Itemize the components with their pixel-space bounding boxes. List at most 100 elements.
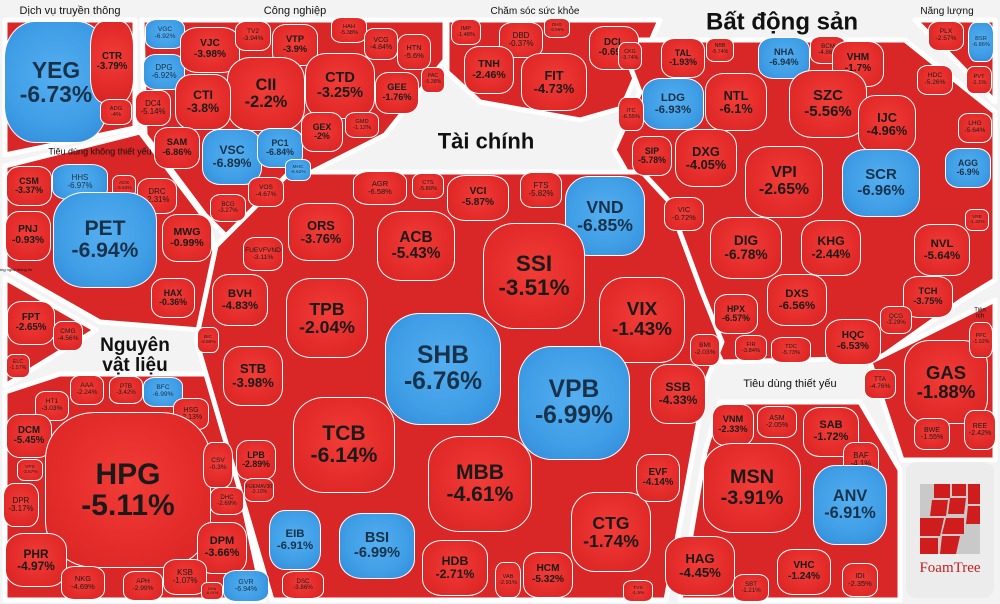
stock-cell-gvr[interactable]: GVR -6.94% xyxy=(223,570,269,602)
stock-cell-hpg[interactable]: HPG -5.11% xyxy=(45,412,211,568)
stock-cell-ckg[interactable]: CKG -3.74% xyxy=(618,42,642,70)
stock-cell-agg[interactable]: AGG -6.9% xyxy=(945,148,991,188)
stock-cell-dc4[interactable]: DC4 -5.14% xyxy=(135,90,171,126)
stock-cell-dhg[interactable]: DHG -0.59% xyxy=(544,18,570,38)
stock-cell-ptb[interactable]: PTB -3.42% xyxy=(109,376,143,404)
stock-cell-asm[interactable]: ASM -2.05% xyxy=(757,406,797,438)
stock-cell-hag[interactable]: HAG -4.45% xyxy=(665,536,735,596)
stock-cell-acb[interactable]: ACB -5.43% xyxy=(377,211,455,281)
stock-cell-dpr[interactable]: DPR -3.17% xyxy=(3,483,39,527)
stock-cell-tal[interactable]: TAL -1.93% xyxy=(661,38,705,78)
stock-cell-bmi[interactable]: BMI -2.03% xyxy=(690,334,720,366)
stock-cell-vnd[interactable]: VND -6.85% xyxy=(565,176,645,256)
stock-cell-pet[interactable]: PET -6.94% xyxy=(53,192,157,288)
stock-cell-hcm[interactable]: HCM -5.32% xyxy=(523,552,573,598)
stock-cell-cti[interactable]: CTI -3.8% xyxy=(175,74,231,130)
stock-cell-ijc[interactable]: IJC -4.96% xyxy=(858,95,916,153)
stock-cell-stb[interactable]: STB -3.98% xyxy=(223,346,283,406)
stock-cell-fit[interactable]: FIT -4.73% xyxy=(521,53,587,111)
stock-cell-msn[interactable]: MSN -3.91% xyxy=(703,443,801,533)
stock-cell-hdc[interactable]: HDC -5.26% xyxy=(917,65,953,95)
stock-cell-khg[interactable]: KHG -2.44% xyxy=(801,220,861,276)
stock-cell-ksb[interactable]: KSB -1.07% xyxy=(163,559,207,595)
stock-cell-ctd[interactable]: CTD -3.25% xyxy=(305,53,375,119)
stock-cell-tcb[interactable]: TCB -6.14% xyxy=(293,397,395,493)
stock-cell-plx[interactable]: PLX -2.57% xyxy=(928,21,964,51)
stock-cell-fuemav30[interactable]: FUEMAV30 -3.10% xyxy=(244,478,274,502)
stock-cell-tdc[interactable]: TDC -5.73% xyxy=(771,337,811,363)
stock-cell-vre[interactable]: VRE -1.32% xyxy=(965,209,989,231)
stock-cell-bvh[interactable]: BVH -4.83% xyxy=(212,274,268,326)
stock-cell-dxs[interactable]: DXS -6.56% xyxy=(767,274,827,326)
stock-cell-hdb[interactable]: HDB -2.71% xyxy=(422,540,488,596)
stock-cell-cts[interactable]: CTS -5.89% xyxy=(412,173,444,199)
stock-cell-vcg[interactable]: VCG -4.84% xyxy=(364,28,398,60)
stock-cell-bsi[interactable]: BSI -6.99% xyxy=(339,513,415,579)
stock-cell-vsc[interactable]: VSC -6.89% xyxy=(202,129,262,185)
stock-cell-tnh[interactable]: TNH -2.46% xyxy=(464,46,514,94)
stock-cell-vpb[interactable]: VPB -6.99% xyxy=(518,346,630,460)
stock-cell-ors[interactable]: ORS -3.76% xyxy=(288,203,354,261)
stock-cell-shb[interactable]: SHB -6.76% xyxy=(385,313,501,425)
stock-cell-mwg[interactable]: MWG -0.99% xyxy=(162,214,212,262)
stock-cell-ppc[interactable]: PPC -1.92% xyxy=(969,322,993,358)
stock-cell-agr[interactable]: AGR -6.58% xyxy=(353,171,407,205)
stock-cell-dxg[interactable]: DXG -4.05% xyxy=(675,129,737,187)
stock-cell-htn[interactable]: HTN -5.6% xyxy=(397,34,431,70)
stock-cell-itc[interactable]: ITC -6.55% xyxy=(618,97,644,131)
stock-cell-ldg[interactable]: LDG -6.93% xyxy=(642,78,704,130)
stock-cell-dha[interactable]: DHA -6.91% xyxy=(201,582,223,600)
stock-cell-gex[interactable]: GEX -2% xyxy=(301,112,343,152)
stock-cell-fir[interactable]: FIR -3.84% xyxy=(735,335,767,361)
stock-cell-lhg[interactable]: LHG -5.64% xyxy=(958,113,992,143)
stock-cell-fts[interactable]: FTS -5.82% xyxy=(520,172,562,208)
stock-cell-ssi[interactable]: SSI -3.51% xyxy=(483,223,585,329)
stock-cell-fuevfvnd[interactable]: FUEVFVND -3.11% xyxy=(243,237,283,271)
stock-cell-cii[interactable]: CII -2.2% xyxy=(227,57,305,131)
stock-cell-anv[interactable]: ANV -6.91% xyxy=(813,465,887,545)
stock-cell-pc1[interactable]: PC1 -6.84% xyxy=(257,128,303,168)
stock-cell-vpi[interactable]: VPI -2.65% xyxy=(745,146,823,218)
stock-cell-ssb[interactable]: SSB -4.33% xyxy=(650,364,706,424)
stock-cell-pnj[interactable]: PNJ -0.93% xyxy=(5,211,51,261)
stock-cell-eib[interactable]: EIB -6.91% xyxy=(269,510,321,570)
stock-cell-nvl[interactable]: NVL -5.64% xyxy=(914,224,970,276)
stock-cell-fpt[interactable]: FPT -2.65% xyxy=(7,301,55,345)
stock-cell-tvs[interactable]: TVS -1.5% xyxy=(623,580,653,602)
stock-cell-vhc[interactable]: VHC -1.24% xyxy=(777,549,831,595)
stock-cell-tv2[interactable]: TV2 -3.94% xyxy=(235,21,271,51)
stock-cell-vic[interactable]: VIC -0.72% xyxy=(664,197,704,231)
stock-cell-gee[interactable]: GEE -1.76% xyxy=(375,72,419,114)
stock-cell-hah[interactable]: HAH -5.38% xyxy=(331,17,367,43)
stock-cell-vgc[interactable]: VGC -6.92% xyxy=(145,19,185,49)
stock-cell-idi[interactable]: IDI -2.35% xyxy=(842,563,878,597)
stock-cell-aaa[interactable]: AAA -2.24% xyxy=(70,375,104,405)
stock-cell-vix[interactable]: VIX -1.43% xyxy=(599,277,685,363)
stock-cell-adg[interactable]: ADG -4% xyxy=(100,99,132,125)
stock-cell-vnm[interactable]: VNM -2.33% xyxy=(712,404,754,446)
stock-cell-qcg[interactable]: QCG -3.29% xyxy=(880,306,912,334)
stock-cell-csv[interactable]: CSV -0.3% xyxy=(203,442,233,488)
stock-cell-bsr[interactable]: BSR -6.86% xyxy=(968,22,994,62)
stock-cell-hpx[interactable]: HPX -6.57% xyxy=(714,294,758,334)
stock-cell-dsc[interactable]: DSC -3.86% xyxy=(282,571,324,599)
stock-cell-dhc[interactable]: DHC -2.69% xyxy=(210,487,244,515)
stock-cell-scr[interactable]: SCR -6.96% xyxy=(842,149,920,217)
stock-cell-sip[interactable]: SIP -5.78% xyxy=(632,136,672,176)
stock-cell-nkg[interactable]: NKG -4.69% xyxy=(61,566,105,600)
stock-cell-cmg[interactable]: CMG -4.56% xyxy=(53,321,83,351)
stock-cell-ntl[interactable]: NTL -6.1% xyxy=(705,73,767,131)
stock-cell-bcg[interactable]: BCG -3.27% xyxy=(210,194,246,222)
stock-cell-csm[interactable]: CSM -3.37% xyxy=(6,166,52,206)
stock-cell-pac[interactable]: PAC -5.38% xyxy=(421,67,445,93)
stock-cell-hax[interactable]: HAX -0.36% xyxy=(151,278,195,318)
stock-cell-dig[interactable]: DIG -6.78% xyxy=(710,217,782,279)
stock-cell-dcm[interactable]: DCM -5.45% xyxy=(6,414,52,458)
stock-cell-bwe[interactable]: BWE -1.55% xyxy=(914,418,950,450)
stock-cell-gmd[interactable]: GMD -1.12% xyxy=(345,112,379,138)
stock-cell-mbb[interactable]: MBB -4.61% xyxy=(428,436,532,532)
stock-cell-vos[interactable]: VOS -4.67% xyxy=(248,177,284,207)
stock-cell-hqc[interactable]: HQC -6.53% xyxy=(825,319,881,365)
stock-cell-lpb[interactable]: LPB -2.89% xyxy=(236,440,276,480)
stock-cell-vci[interactable]: VCI -5.87% xyxy=(447,175,509,221)
